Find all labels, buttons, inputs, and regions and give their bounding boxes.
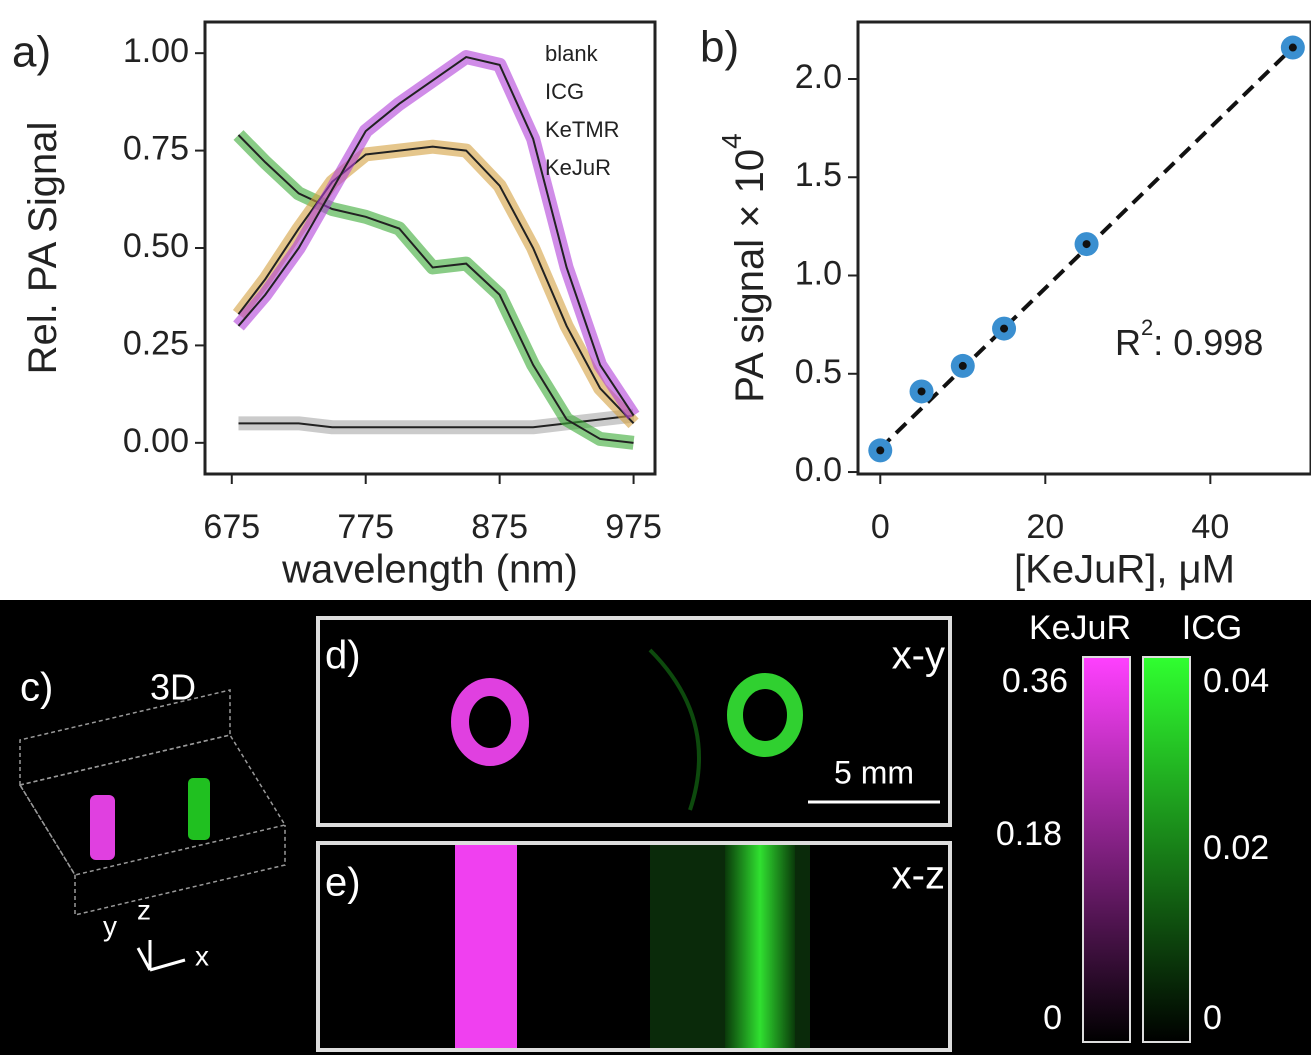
colorbar (1083, 657, 1130, 1042)
y-tick-label: 0.5 (795, 353, 842, 391)
panel-label: b) (700, 23, 739, 72)
x-tick-label: 875 (471, 508, 528, 546)
annotation: R2: 0.998 (1115, 315, 1263, 363)
x-tick-label: 20 (1026, 508, 1064, 546)
colorbar-tick: 0.18 (996, 815, 1062, 853)
x-tick-label: 675 (203, 508, 260, 546)
colorbar-tick: 0 (1203, 999, 1222, 1037)
y-axis-label: PA signal × 104 (716, 133, 771, 402)
y-tick-label: 2.0 (795, 58, 842, 96)
colorbar-title: KeJuR (1029, 609, 1131, 647)
x-tick-label: 975 (605, 508, 662, 546)
y-axis-label-text: Rel. PA Signal (21, 122, 65, 375)
panel-label: e) (325, 861, 361, 905)
point-center (876, 446, 884, 454)
y-axis-label-text: PA signal × 10 (728, 149, 772, 403)
x-axis-label: [KeJuR], μM (1014, 548, 1235, 592)
colorbar-tick: 0.04 (1203, 662, 1269, 700)
annotation-value: : 0.998 (1153, 322, 1263, 363)
y-tick-label: 0.50 (123, 227, 189, 265)
panel-label: a) (12, 28, 51, 77)
point-center (1000, 325, 1008, 333)
y-tick-label: 1.00 (123, 32, 189, 70)
point-center (1083, 240, 1091, 248)
point-center (1289, 44, 1297, 52)
y-tick-label: 0.0 (795, 451, 842, 489)
view-label: x-y (892, 634, 945, 678)
annotation-text: R (1115, 322, 1141, 363)
panel-label: d) (325, 634, 361, 678)
x-axis-label: wavelength (nm) (281, 548, 578, 592)
panel-e (318, 843, 950, 1050)
scale-bar-label: 5 mm (834, 754, 914, 790)
colorbar-tick: 0 (1043, 999, 1062, 1037)
colorbar-tick: 0.36 (1002, 662, 1068, 700)
axis-name: y (103, 910, 117, 941)
axis-name: x (195, 940, 209, 971)
colorbar-title: ICG (1182, 609, 1242, 647)
view-label: x-z (892, 854, 945, 898)
colorbar-tick: 0.02 (1203, 829, 1269, 867)
annotation-sup: 2 (1141, 315, 1153, 340)
y-tick-label: 1.0 (795, 254, 842, 292)
y-axis-label: Rel. PA Signal (21, 122, 65, 375)
colorbar (1143, 657, 1190, 1042)
point-center (959, 362, 967, 370)
kejur-band (455, 845, 517, 1048)
panel-title: 3D (150, 667, 196, 708)
icg-tube-3d (188, 778, 210, 840)
x-tick-label: 40 (1191, 508, 1229, 546)
figure: c) 3D y z x 5 mm d) x-y e) x-z KeJuR ICG… (0, 0, 1311, 1055)
x-tick-label: 775 (337, 508, 394, 546)
y-tick-label: 1.5 (795, 156, 842, 194)
point-center (918, 387, 926, 395)
axis-name: z (137, 894, 151, 925)
kejur-tube-3d (90, 795, 115, 860)
y-tick-label: 0.75 (123, 130, 189, 168)
band (238, 57, 633, 415)
legend-entry: blank (545, 41, 599, 66)
legend-entry: KeJuR (545, 155, 611, 180)
legend-entry: KeTMR (545, 117, 620, 142)
y-tick-label: 0.25 (123, 324, 189, 362)
icg-band (725, 845, 795, 1048)
legend-entry: ICG (545, 79, 584, 104)
y-tick-label: 0.00 (123, 422, 189, 460)
panel-label: c) (20, 666, 53, 710)
x-tick-label: 0 (871, 508, 890, 546)
panel-d (318, 618, 950, 825)
y-axis-label-exponent: 4 (716, 133, 747, 149)
